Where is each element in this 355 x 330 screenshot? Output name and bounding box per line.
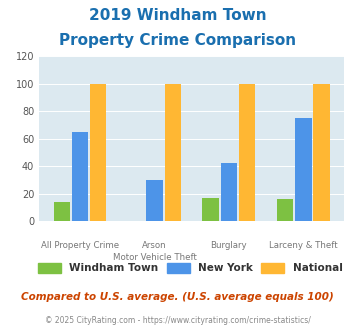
Text: 2019 Windham Town: 2019 Windham Town [89,8,266,23]
Text: Arson: Arson [142,241,167,249]
Bar [221,163,237,221]
Text: All Property Crime: All Property Crime [41,241,119,249]
Text: Compared to U.S. average. (U.S. average equals 100): Compared to U.S. average. (U.S. average … [21,292,334,302]
Bar [72,132,88,221]
Text: Burglary: Burglary [211,241,247,249]
Bar [164,83,181,221]
Bar [313,83,330,221]
Text: Motor Vehicle Theft: Motor Vehicle Theft [113,253,196,262]
Text: Larceny & Theft: Larceny & Theft [269,241,338,249]
Bar [90,83,106,221]
Bar [277,199,293,221]
Bar [202,198,219,221]
Text: © 2025 CityRating.com - https://www.cityrating.com/crime-statistics/: © 2025 CityRating.com - https://www.city… [45,316,310,325]
Bar [295,118,312,221]
Bar [54,202,70,221]
Text: Property Crime Comparison: Property Crime Comparison [59,33,296,48]
Bar [146,180,163,221]
Bar [239,83,255,221]
Legend: Windham Town, New York, National: Windham Town, New York, National [38,263,343,274]
